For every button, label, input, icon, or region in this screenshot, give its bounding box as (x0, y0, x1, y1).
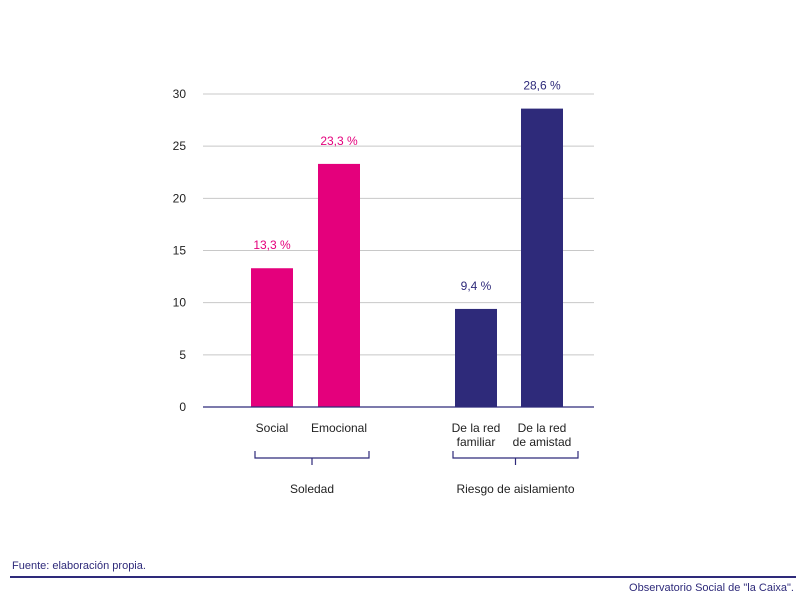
bar (318, 163, 360, 407)
data-label: 23,3 % (320, 134, 358, 148)
bar (521, 108, 563, 408)
group-brackets: Soledad Riesgo de aislamiento (254, 451, 579, 496)
category-label: De la red (452, 421, 501, 435)
y-tick-label: 10 (173, 296, 187, 310)
category-label: de amistad (513, 435, 572, 449)
source-note: Fuente: elaboración propia. (12, 560, 146, 572)
bar (251, 268, 293, 407)
bar-chart: 0 5 10 15 20 25 30 13,3 % 23,3 % 9,4 % 28,6 % Soc… (173, 79, 594, 496)
data-label: 9,4 % (461, 279, 492, 293)
data-label: 28,6 % (523, 79, 561, 93)
bar (455, 308, 497, 407)
y-tick-label: 20 (173, 191, 187, 205)
data-labels: 13,3 % 23,3 % 9,4 % 28,6 % (253, 79, 561, 293)
y-tick-label: 25 (173, 139, 187, 153)
category-label: De la red (518, 421, 567, 435)
group-bracket (254, 451, 370, 465)
y-tick-label: 0 (179, 400, 186, 414)
brand-credit: Observatorio Social de "la Caixa". (629, 582, 794, 594)
category-label: familiar (457, 435, 496, 449)
category-label: Social (256, 421, 289, 435)
y-tick-label: 15 (173, 244, 187, 258)
bars (251, 108, 563, 408)
data-label: 13,3 % (253, 238, 291, 252)
group-label: Riesgo de aislamiento (456, 482, 574, 496)
footer-divider (10, 576, 796, 578)
group-label: Soledad (290, 482, 334, 496)
y-axis-ticks: 0 5 10 15 20 25 30 (173, 87, 187, 414)
group-bracket (452, 451, 579, 465)
y-tick-label: 30 (173, 87, 187, 101)
category-label: Emocional (311, 421, 367, 435)
y-tick-label: 5 (179, 348, 186, 362)
